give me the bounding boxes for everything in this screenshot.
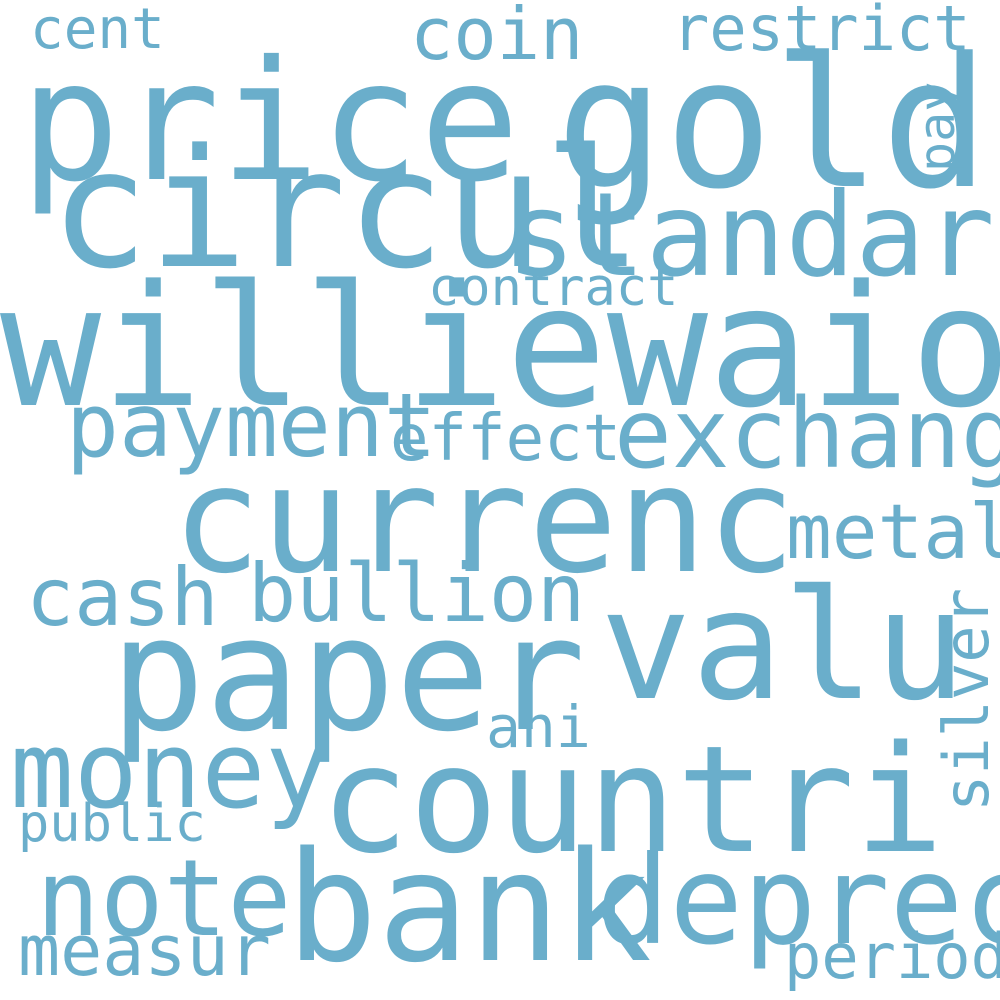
word-measur: measur: [18, 910, 271, 992]
word-payment: payment: [66, 374, 437, 477]
word-price: price: [20, 26, 520, 219]
word-ani: ani: [486, 693, 591, 761]
word-paper: paper: [110, 583, 586, 767]
word-note: note: [36, 837, 292, 960]
word-coin: coin: [410, 0, 584, 76]
word-circul: circul: [50, 114, 643, 305]
word-standard: standard: [506, 168, 1000, 303]
word-contract: contract: [428, 258, 679, 318]
word-valu: valu: [600, 557, 967, 734]
word-depreci: depreci: [596, 830, 1000, 972]
word-currenc: currenc: [172, 434, 796, 606]
word-bullion: bullion: [248, 547, 586, 640]
word-gold: gold: [556, 20, 990, 229]
word-williewaiola: williewaiola: [0, 249, 1000, 445]
word-metal: metal: [786, 487, 1000, 576]
word-silver: silver: [930, 588, 1000, 812]
word-public: public: [18, 794, 206, 854]
word-countri: countri: [320, 714, 944, 886]
word-money: money: [10, 709, 330, 832]
word-cent: cent: [30, 0, 165, 62]
word-bank: bank: [286, 819, 653, 996]
word-cash: cash: [26, 551, 219, 644]
word-pay: pay: [908, 81, 966, 172]
word-exchang: exchang: [614, 378, 1000, 490]
word-restrict: restrict: [672, 0, 971, 65]
word-effect: effect: [390, 402, 622, 476]
word-period: period: [784, 920, 1000, 993]
